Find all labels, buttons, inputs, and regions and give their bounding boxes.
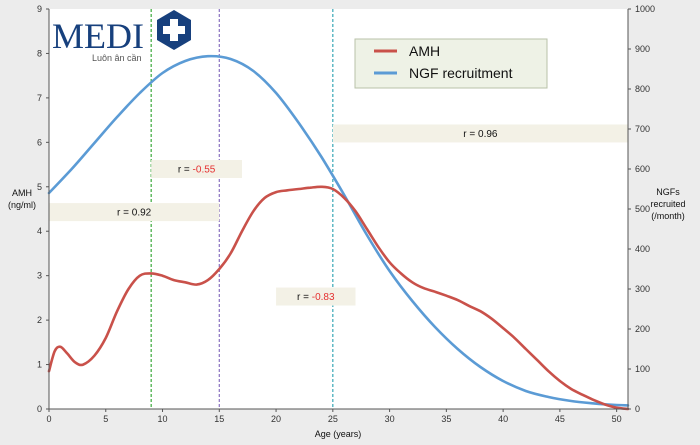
y-left-tick-label-3: 3	[37, 271, 42, 281]
annotation-box-2	[276, 287, 356, 306]
y-left-tick-label-1: 1	[37, 360, 42, 370]
x-tick-label-5: 25	[328, 414, 338, 424]
annotation-text-0: r = 0.92	[117, 208, 152, 219]
logo-tagline: Luôn ân cần	[92, 53, 142, 63]
x-axis-label: Age (years)	[315, 429, 362, 439]
y-left-tick-label-8: 8	[37, 48, 42, 58]
series-line-ngf	[47, 54, 630, 407]
y-left-tick-label-0: 0	[37, 404, 42, 414]
x-tick-label-7: 35	[441, 414, 451, 424]
y-left-tick-label-2: 2	[37, 315, 42, 325]
y-right-tick-label-4: 400	[635, 244, 650, 254]
y-right-tick-label-7: 700	[635, 124, 650, 134]
y-left-tick-label-5: 5	[37, 182, 42, 192]
y-right-label-line2: recruited	[650, 199, 685, 209]
legend-label-amh: AMH	[409, 43, 440, 59]
annotation-box-0	[49, 203, 220, 222]
y-right-tick-label-6: 600	[635, 164, 650, 174]
x-tick-label-3: 15	[214, 414, 224, 424]
y-left-label-line2: (ng/ml)	[8, 200, 36, 210]
series-line-amh	[47, 185, 630, 411]
annotation-text-3: r = 0.96	[463, 129, 498, 140]
x-tick-label-0: 0	[46, 414, 51, 424]
annotation-text-1: r = -0.55	[178, 165, 216, 176]
legend-box	[354, 38, 548, 89]
x-tick-label-2: 10	[158, 414, 168, 424]
x-tick-label-8: 40	[498, 414, 508, 424]
logo-cross-icon	[157, 10, 191, 50]
y-left-label-line1: AMH	[12, 188, 32, 198]
y-right-tick-label-9: 900	[635, 44, 650, 54]
x-tick-label-4: 20	[271, 414, 281, 424]
annotation-box-1	[151, 160, 242, 178]
x-tick-label-1: 5	[103, 414, 108, 424]
correlation-annotations: r = 0.92 r = -0.55 r = -0.83 r = 0.96	[49, 124, 628, 306]
y-right-tick-label-5: 500	[635, 204, 650, 214]
axis-labels: Age (years) AMH (ng/ml) NGFs recruited (…	[8, 187, 686, 439]
y-left-tick-label-9: 9	[37, 4, 42, 14]
y-right-tick-label-2: 200	[635, 324, 650, 334]
y-right-label-line1: NGFs	[656, 187, 680, 197]
axes: 0 5 10 15 20 25 30 35 40 45 5001234567890100200300…	[37, 4, 655, 424]
legend-label-ngf: NGF recruitment	[409, 65, 513, 81]
y-right-tick-label-3: 300	[635, 284, 650, 294]
y-right-tick-label-0: 0	[635, 404, 640, 414]
x-tick-label-9: 45	[555, 414, 565, 424]
y-right-label-line3: (/month)	[651, 211, 685, 221]
medi-logo: MEDI Luôn ân cần	[52, 10, 191, 63]
y-right-tick-label-1: 100	[635, 364, 650, 374]
y-left-tick-label-7: 7	[37, 93, 42, 103]
y-right-tick-label-10: 1000	[635, 4, 655, 14]
legend: AMH NGF recruitment	[354, 38, 548, 89]
annotation-box-3	[332, 124, 628, 143]
x-tick-label-10: 50	[612, 414, 622, 424]
annotation-text-2: r = -0.83	[297, 292, 335, 303]
y-left-tick-label-4: 4	[37, 226, 42, 236]
y-right-tick-label-8: 800	[635, 84, 650, 94]
y-left-tick-label-6: 6	[37, 137, 42, 147]
logo-word: MEDI	[52, 16, 144, 56]
series-lines	[47, 54, 630, 411]
x-tick-label-6: 30	[385, 414, 395, 424]
